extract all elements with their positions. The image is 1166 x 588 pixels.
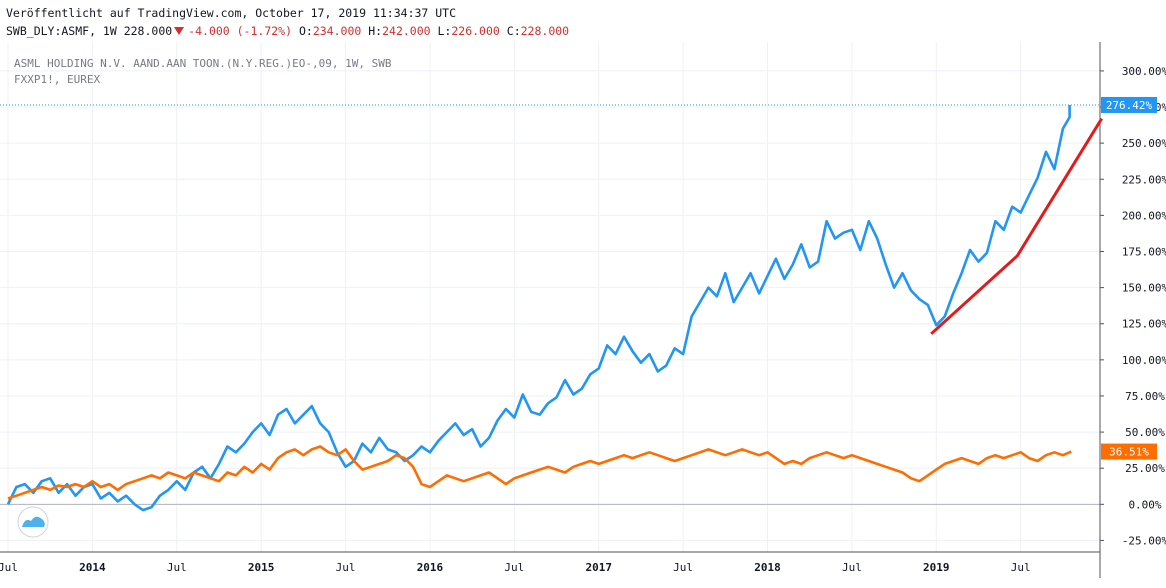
fxxp-value-badge: 36.51% (1109, 446, 1149, 459)
high-label: H: (368, 24, 383, 38)
y-tick-label: 175.00% (1122, 245, 1166, 258)
change-value: -4.000 (-1.72%) (188, 24, 293, 38)
y-tick-label: 200.00% (1122, 209, 1166, 222)
y-tick-label: 25.00% (1125, 462, 1165, 475)
legend-asml[interactable]: ASML HOLDING N.V. AAND.AAN TOON.(N.Y.REG… (14, 57, 392, 70)
x-tick-label: 2018 (754, 561, 781, 574)
close-label: C: (506, 24, 521, 38)
x-tick-label: Jul (336, 561, 356, 574)
legend-fxxp[interactable]: FXXP1!, EUREX (14, 73, 101, 86)
low-value: 226.000 (451, 24, 500, 38)
asml-series-line (6, 105, 1071, 512)
y-tick-label: 225.00% (1122, 173, 1166, 186)
y-tick-label: 100.00% (1122, 354, 1166, 367)
y-tick-label: 75.00% (1125, 390, 1165, 403)
published-caption: Veröffentlicht auf TradingView.com, Octo… (6, 6, 457, 20)
down-arrow-icon (174, 27, 185, 35)
x-tick-label: 2014 (79, 561, 106, 574)
open-value: 234.000 (312, 24, 362, 38)
close-value: 228.000 (520, 24, 570, 38)
asml-value-badge-bg (1101, 96, 1157, 113)
x-tick-label: Jul (842, 561, 862, 574)
x-tick-label: Jul (504, 561, 524, 574)
open-label: O: (298, 24, 313, 38)
x-tick-label: 2017 (585, 561, 612, 574)
y-tick-label: 150.00% (1122, 282, 1166, 295)
y-tick-label: 50.00% (1125, 426, 1165, 439)
y-tick-label: 300.00% (1122, 65, 1166, 78)
low-label: L: (437, 24, 452, 38)
x-tick-label: Jul (0, 561, 18, 574)
asml-value-badge: 276.42% (1106, 99, 1153, 112)
x-tick-label: 2015 (248, 561, 275, 574)
x-tick-label: Jul (673, 561, 693, 574)
y-tick-label: 125.00% (1122, 318, 1166, 331)
y-tick-label: 250.00% (1122, 137, 1166, 150)
symbol-ohlc-line: SWB_DLY:ASMF, 1W 228.000 -4.000 (-1.72%) … (6, 24, 569, 38)
x-tick-label: 2016 (417, 561, 444, 574)
x-tick-label: 2019 (923, 561, 950, 574)
fxxp-series-line (7, 445, 1072, 500)
trend-line-annotation (930, 117, 1103, 335)
cloud-icon (22, 516, 45, 527)
x-tick-label: Jul (167, 561, 187, 574)
y-tick-label: 0.00% (1128, 498, 1161, 511)
y-tick-label: -25.00% (1122, 534, 1166, 547)
high-value: 242.000 (382, 24, 431, 38)
x-tick-label: Jul (1011, 561, 1031, 574)
symbol-label: SWB_DLY:ASMF, 1W 228.000 (6, 24, 173, 38)
fxxp-value-badge-bg (1101, 443, 1157, 460)
